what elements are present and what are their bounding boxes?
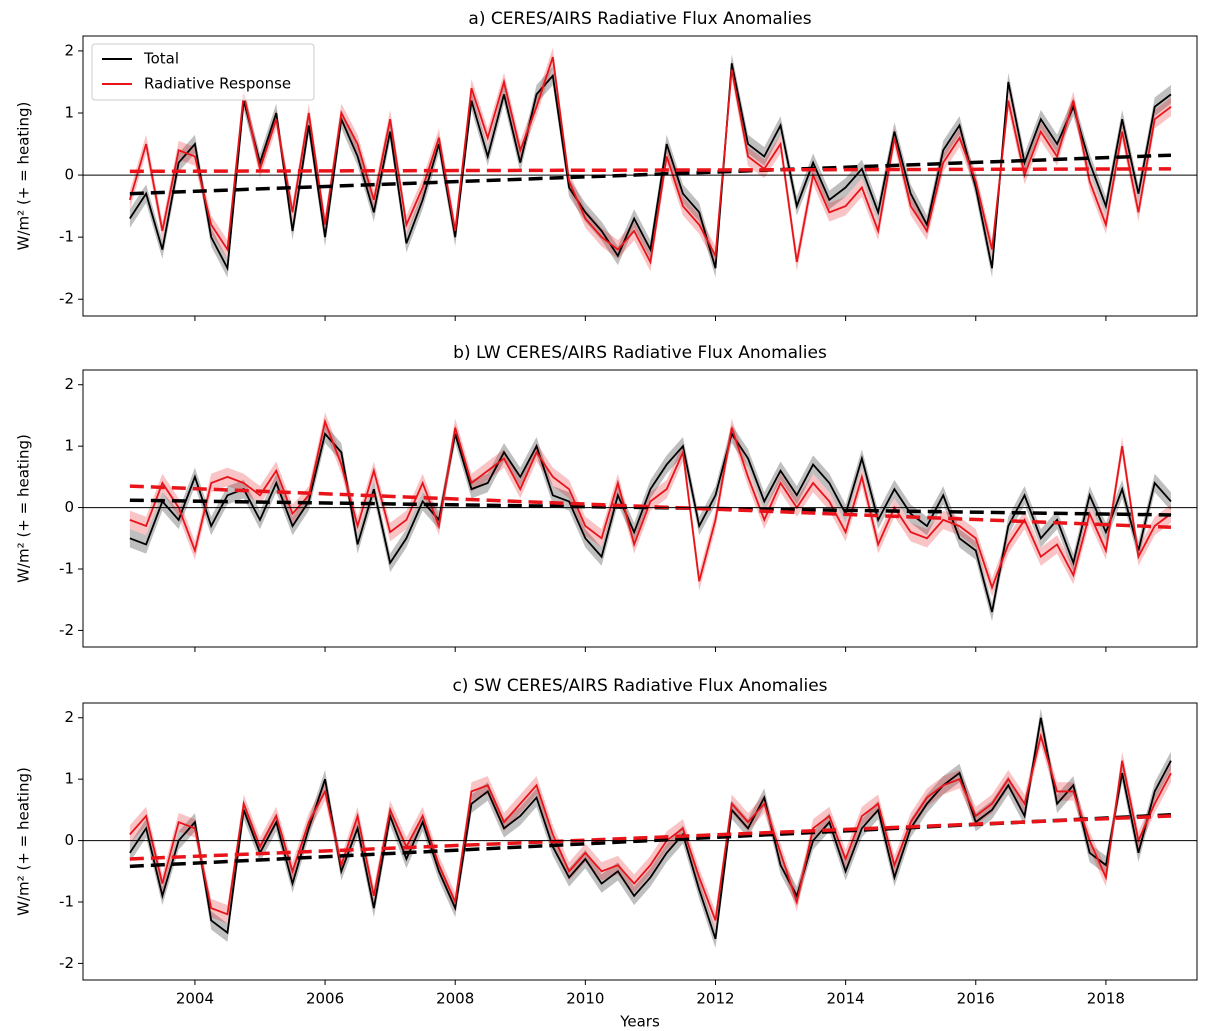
y-tick-label: -1 [59, 228, 74, 246]
y-tick-label: 0 [64, 166, 74, 184]
y-tick-label: -2 [59, 621, 74, 639]
y-axis-label: W/m² (+ = heating) [15, 102, 33, 251]
x-axis-label: Years [619, 1013, 660, 1031]
y-tick-label: -2 [59, 290, 74, 308]
series-line [129, 717, 1172, 940]
y-tick-label: 0 [64, 831, 74, 849]
uncertainty-band [129, 424, 1171, 622]
panel-title: a) CERES/AIRS Radiative Flux Anomalies [468, 9, 811, 29]
x-tick-label: 2010 [566, 990, 604, 1008]
x-tick-label: 2004 [176, 990, 214, 1008]
y-tick-label: -1 [59, 559, 74, 577]
y-tick-label: 1 [64, 103, 74, 121]
y-tick-label: 2 [64, 41, 74, 59]
legend-box [91, 43, 315, 101]
x-tick-label: 2012 [696, 990, 734, 1008]
x-tick-label: 2006 [306, 990, 344, 1008]
y-tick-label: 2 [64, 375, 74, 393]
y-tick-label: 1 [64, 437, 74, 455]
plot-area [128, 47, 1172, 278]
uncertainty-band [129, 708, 1171, 949]
y-tick-label: -1 [59, 892, 74, 910]
panel-title: c) SW CERES/AIRS Radiative Flux Anomalie… [452, 676, 827, 696]
y-axis-label: W/m² (+ = heating) [15, 767, 33, 916]
plot-area [129, 412, 1172, 622]
trend-line [129, 153, 1172, 196]
x-tick-label: 2008 [436, 990, 474, 1008]
x-tick-label: 2014 [827, 990, 865, 1008]
axes-frame [82, 35, 1198, 317]
y-tick-label: 0 [64, 498, 74, 516]
legend-label: Radiative Response [144, 75, 291, 93]
axes-frame [82, 369, 1198, 648]
trend-line [129, 814, 1172, 861]
panel-title: b) LW CERES/AIRS Radiative Flux Anomalie… [453, 343, 827, 363]
legend-label: Total [143, 50, 179, 68]
series-line [128, 56, 1172, 265]
plot-area [129, 708, 1172, 949]
y-tick-label: -2 [59, 954, 74, 972]
x-tick-label: 2016 [957, 990, 995, 1008]
x-tick-label: 2018 [1087, 990, 1125, 1008]
y-tick-label: 2 [64, 708, 74, 726]
trend-line [129, 167, 1171, 174]
uncertainty-band [129, 412, 1171, 597]
trend-line [129, 498, 1171, 517]
axes-frame [82, 702, 1198, 981]
uncertainty-band [129, 726, 1171, 930]
series-line [129, 431, 1172, 613]
y-tick-label: 1 [64, 770, 74, 788]
trend-line [129, 484, 1172, 529]
y-axis-label: W/m² (+ = heating) [15, 434, 33, 583]
series-line [129, 732, 1172, 921]
